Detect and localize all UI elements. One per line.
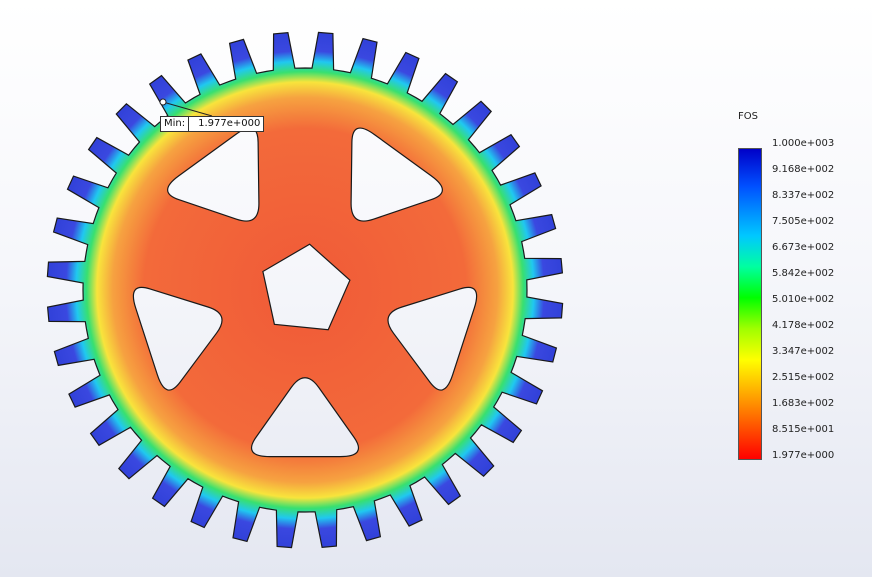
min-label: Min: — [164, 118, 186, 129]
gear-stress-plot — [46, 31, 564, 549]
min-point-marker — [159, 98, 167, 106]
legend-label: 8.337e+002 — [772, 190, 835, 201]
legend-label: 3.347e+002 — [772, 346, 835, 357]
legend-label: 7.505e+002 — [772, 216, 835, 227]
legend-label: 6.673e+002 — [772, 242, 835, 253]
legend-label: 1.977e+000 — [772, 450, 835, 461]
legend-color-bar — [738, 148, 762, 460]
legend-label: 2.515e+002 — [772, 372, 835, 383]
gear-body — [46, 31, 564, 549]
legend-title: FOS — [738, 111, 758, 122]
legend-label: 9.168e+002 — [772, 164, 835, 175]
min-value: 1.977e+000 — [198, 118, 261, 129]
legend-label: 5.842e+002 — [772, 268, 835, 279]
legend-label: 1.683e+002 — [772, 398, 835, 409]
legend-label: 5.010e+002 — [772, 294, 835, 305]
legend-label: 4.178e+002 — [772, 320, 835, 331]
legend-label: 8.515e+001 — [772, 424, 835, 435]
min-leader-line — [162, 101, 213, 117]
min-value-callout: Min: 1.977e+000 — [160, 116, 265, 132]
legend-label: 1.000e+003 — [772, 138, 835, 149]
